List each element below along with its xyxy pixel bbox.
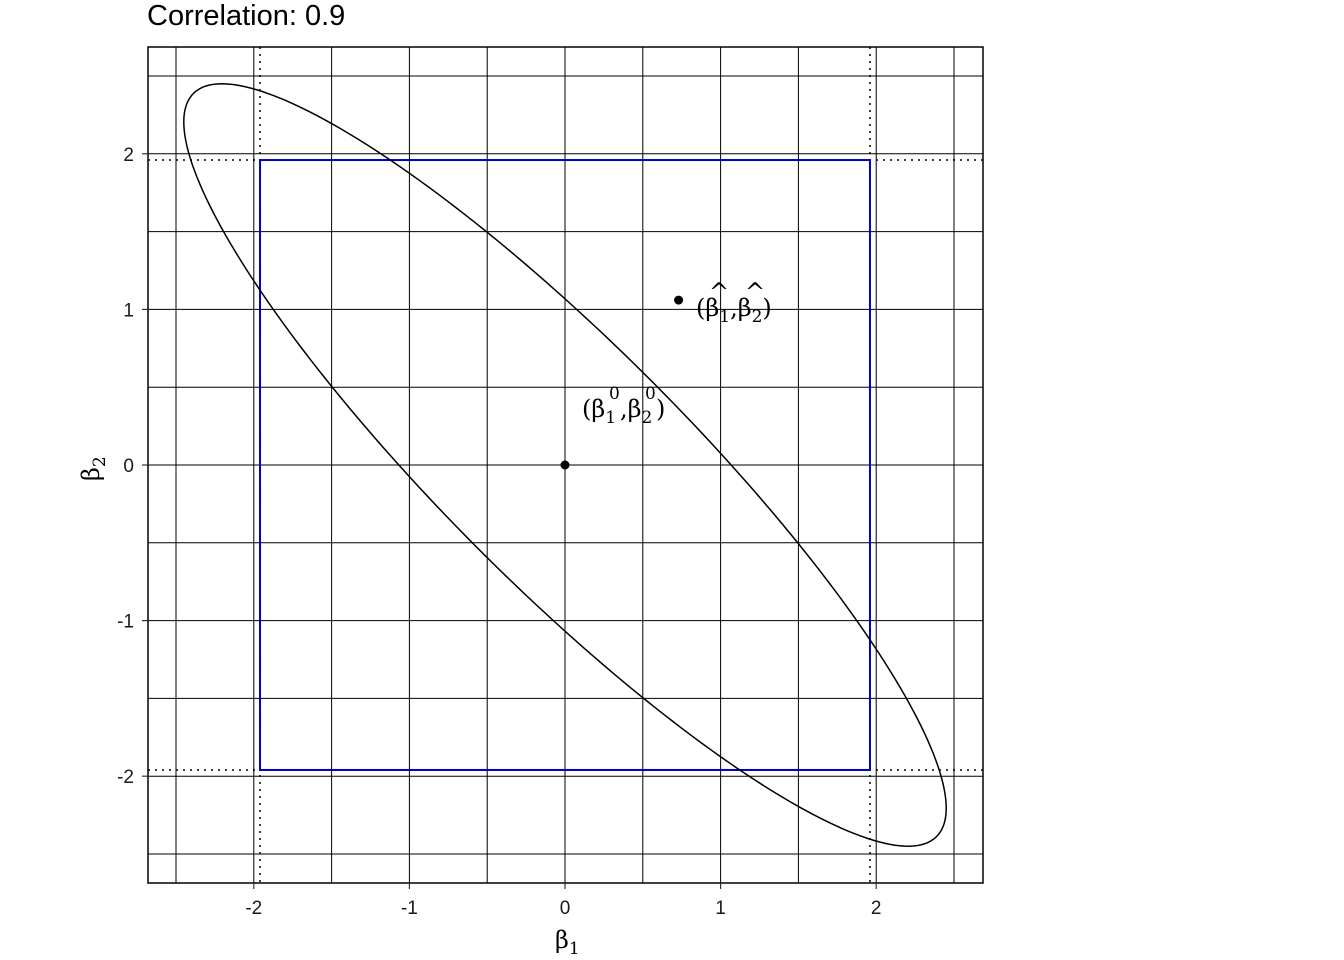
x-axis-label-sub: 1 <box>569 939 580 959</box>
x-axis-label-base: β <box>555 926 569 954</box>
null-sub2: 2 <box>642 408 653 428</box>
est-close: ) <box>762 294 771 322</box>
confidence-box <box>259 159 871 771</box>
y-tick-label: 2 <box>123 145 134 166</box>
y-tick-label: 1 <box>123 300 134 321</box>
null-comma: , <box>620 395 628 423</box>
y-tick-label: -1 <box>117 612 134 633</box>
est-comma: , <box>730 294 738 322</box>
y-axis-ticks: -2 -1 0 1 2 <box>117 145 148 788</box>
null-open: ( <box>582 395 591 423</box>
null-sup1: 0 <box>609 384 620 404</box>
y-tick-label: -2 <box>117 767 134 788</box>
est-b2: β <box>738 294 752 322</box>
null-point-label: (β10,β20) <box>582 384 665 428</box>
point-null-hypothesis <box>560 460 570 470</box>
y-axis-label-sub: 2 <box>90 456 110 467</box>
null-close: ) <box>656 395 665 423</box>
x-tick-label: -2 <box>245 898 262 919</box>
x-tick-label: -1 <box>401 898 418 919</box>
y-axis-label: β2 <box>77 456 110 481</box>
estimate-hat-2: ^ <box>745 278 765 306</box>
x-axis-label: β1 <box>555 926 580 959</box>
point-estimate <box>674 295 684 305</box>
estimate-point-label: (β1,β2) <box>696 294 772 327</box>
x-axis-ticks: -2 -1 0 1 2 <box>245 883 881 919</box>
grid-lines <box>148 47 983 883</box>
x-tick-label: 0 <box>560 898 571 919</box>
x-tick-label: 2 <box>871 898 882 919</box>
est-b1: β <box>705 294 719 322</box>
est-open: ( <box>696 294 705 322</box>
y-axis-label-base: β <box>77 467 105 481</box>
confidence-ellipse <box>183 83 947 847</box>
y-tick-label: 0 <box>123 456 134 477</box>
x-tick-label: 1 <box>715 898 726 919</box>
null-b1: β <box>591 395 605 423</box>
est-sub2: 2 <box>752 307 763 327</box>
null-sup2: 0 <box>645 384 656 404</box>
chart-title: Correlation: 0.9 <box>147 0 345 32</box>
null-sub1: 1 <box>605 408 616 428</box>
null-b2: β <box>628 395 642 423</box>
est-sub1: 1 <box>719 307 730 327</box>
estimate-hat-1: ^ <box>709 278 729 306</box>
